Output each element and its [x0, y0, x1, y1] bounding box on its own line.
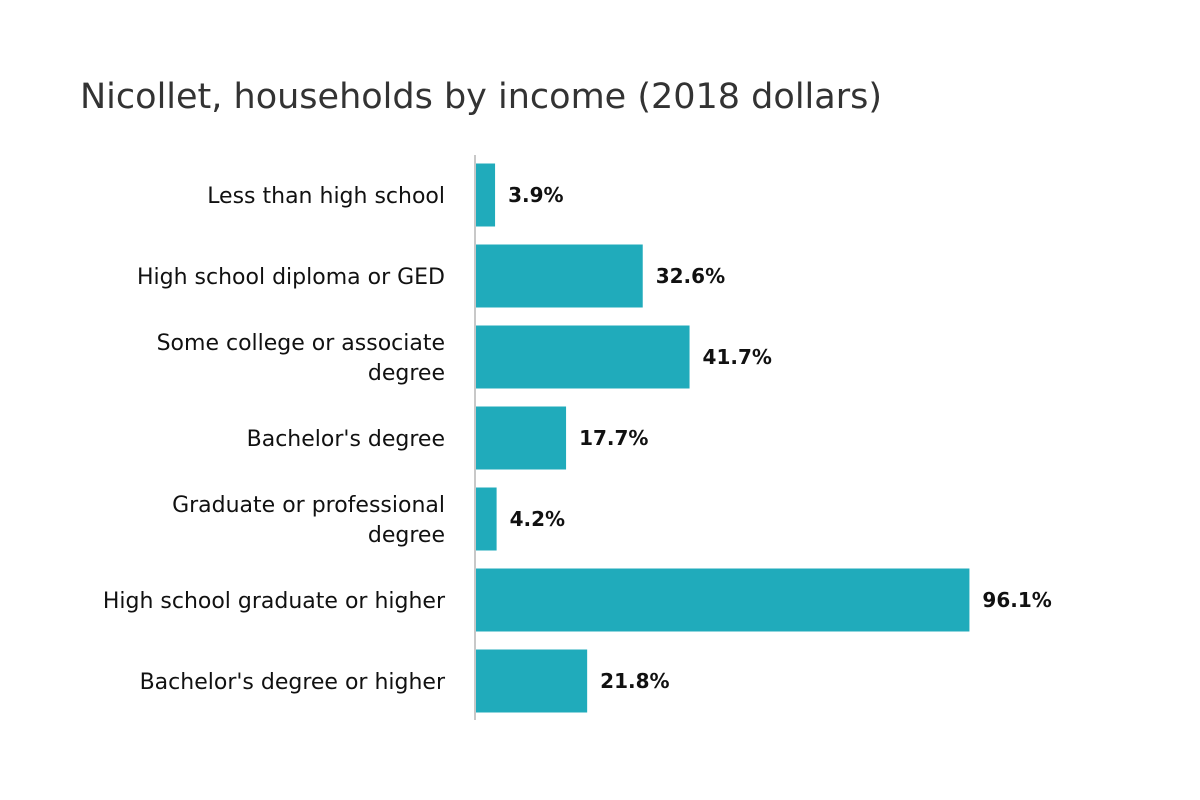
bar-6: [475, 568, 970, 632]
value-label-3: 41.7%: [703, 345, 772, 369]
category-label-1: Less than high school: [207, 184, 445, 209]
category-label-3: Some college or associate degree: [157, 331, 445, 386]
category-label-7: Bachelor's degree or higher: [140, 670, 446, 695]
bar-1: [475, 163, 496, 227]
bar-7: [475, 649, 588, 713]
category-label-4: Bachelor's degree: [247, 427, 445, 452]
bar-5: [475, 487, 497, 551]
value-label-2: 32.6%: [656, 264, 725, 288]
chart-title: Nicollet, households by income (2018 dol…: [80, 77, 882, 117]
bar-4: [475, 406, 567, 470]
bars-group: 3.9% Less than high school 32.6% High schoo…: [103, 163, 1052, 713]
value-label-5: 4.2%: [510, 507, 565, 531]
category-label-6: High school graduate or higher: [103, 589, 446, 614]
bar-3: [475, 325, 690, 389]
value-label-4: 17.7%: [579, 426, 648, 450]
category-label-5: Graduate or professional degree: [172, 493, 445, 548]
value-label-6: 96.1%: [982, 588, 1051, 612]
category-label-2: High school diploma or GED: [137, 265, 445, 290]
value-label-7: 21.8%: [600, 669, 669, 693]
value-label-1: 3.9%: [508, 183, 563, 207]
bar-2: [475, 244, 643, 308]
